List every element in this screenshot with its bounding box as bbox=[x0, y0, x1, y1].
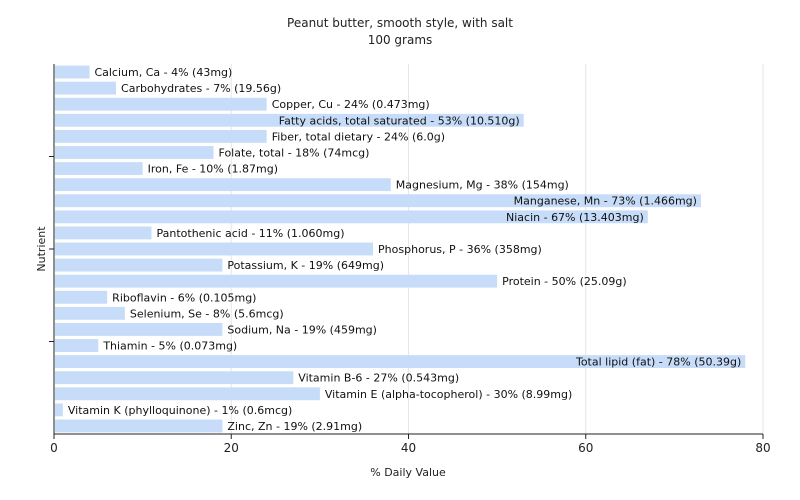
bar bbox=[55, 146, 214, 159]
bar bbox=[55, 81, 117, 95]
bar-label: Vitamin B-6 - 27% (0.543mg) bbox=[298, 372, 459, 385]
bar bbox=[55, 306, 125, 320]
bar-label: Protein - 50% (25.09g) bbox=[502, 275, 627, 288]
bar bbox=[55, 97, 267, 111]
bar bbox=[55, 258, 223, 272]
chart-subtitle: 100 grams bbox=[368, 33, 433, 47]
bar-label: Calcium, Ca - 4% (43mg) bbox=[94, 66, 232, 79]
x-axis-label: % Daily Value bbox=[370, 466, 446, 479]
bar-label: Vitamin K (phylloquinone) - 1% (0.6mcg) bbox=[68, 404, 292, 417]
bar bbox=[55, 387, 320, 401]
bar bbox=[55, 403, 63, 417]
x-tick-label: 60 bbox=[578, 441, 593, 455]
bar-labels: Calcium, Ca - 4% (43mg) Carbohydrates - 7… bbox=[68, 66, 741, 433]
bar bbox=[55, 274, 498, 288]
bar bbox=[55, 178, 391, 192]
bar-label: Carbohydrates - 7% (19.56g) bbox=[121, 82, 281, 95]
bar bbox=[55, 210, 648, 224]
chart-title: Peanut butter, smooth style, with salt bbox=[287, 16, 513, 30]
bar-label: Niacin - 67% (13.403mg) bbox=[506, 211, 644, 224]
x-tick-label: 40 bbox=[401, 441, 416, 455]
y-axis-label: Nutrient bbox=[35, 226, 48, 272]
y-axis-ticks bbox=[49, 156, 54, 342]
bar-label: Manganese, Mn - 73% (1.466mg) bbox=[514, 195, 697, 208]
bar-label: Sodium, Na - 19% (459mg) bbox=[227, 323, 377, 336]
bar-label: Folate, total - 18% (74mcg) bbox=[219, 146, 370, 159]
bar bbox=[55, 323, 223, 336]
bar bbox=[55, 194, 701, 208]
bar-label: Pantothenic acid - 11% (1.060mg) bbox=[156, 227, 344, 240]
bar-label: Potassium, K - 19% (649mg) bbox=[227, 259, 384, 272]
x-axis-ticks: 0 20 40 60 80 bbox=[50, 434, 771, 455]
bar bbox=[55, 290, 108, 304]
bar bbox=[55, 371, 294, 385]
bar bbox=[55, 226, 152, 240]
bar bbox=[55, 65, 90, 79]
bar bbox=[55, 129, 267, 143]
bar-label: Thiamin - 5% (0.073mg) bbox=[102, 340, 237, 353]
bar-label: Phosphorus, P - 36% (358mg) bbox=[378, 243, 542, 256]
bar-label: Total lipid (fat) - 78% (50.39g) bbox=[575, 356, 741, 369]
bar-label: Fiber, total dietary - 24% (6.0g) bbox=[272, 130, 445, 143]
x-tick-label: 20 bbox=[224, 441, 239, 455]
bars bbox=[55, 65, 746, 433]
bar-label: Vitamin E (alpha-tocopherol) - 30% (8.99… bbox=[325, 388, 572, 401]
bar bbox=[55, 242, 374, 256]
x-tick-label: 80 bbox=[755, 441, 770, 455]
bar bbox=[55, 419, 223, 433]
bar-label: Magnesium, Mg - 38% (154mg) bbox=[396, 179, 569, 192]
x-tick-label: 0 bbox=[50, 441, 58, 455]
bar-label: Riboflavin - 6% (0.105mg) bbox=[112, 291, 256, 304]
bar-label: Iron, Fe - 10% (1.87mg) bbox=[148, 163, 278, 176]
bar bbox=[55, 113, 524, 127]
bar bbox=[55, 339, 99, 352]
bar-label: Copper, Cu - 24% (0.473mg) bbox=[272, 98, 430, 111]
bar bbox=[55, 355, 746, 369]
bar-label: Selenium, Se - 8% (5.6mcg) bbox=[130, 307, 284, 320]
bar-label: Fatty acids, total saturated - 53% (10.5… bbox=[279, 114, 520, 127]
bar-label: Zinc, Zn - 19% (2.91mg) bbox=[227, 420, 362, 433]
bar bbox=[55, 162, 143, 175]
